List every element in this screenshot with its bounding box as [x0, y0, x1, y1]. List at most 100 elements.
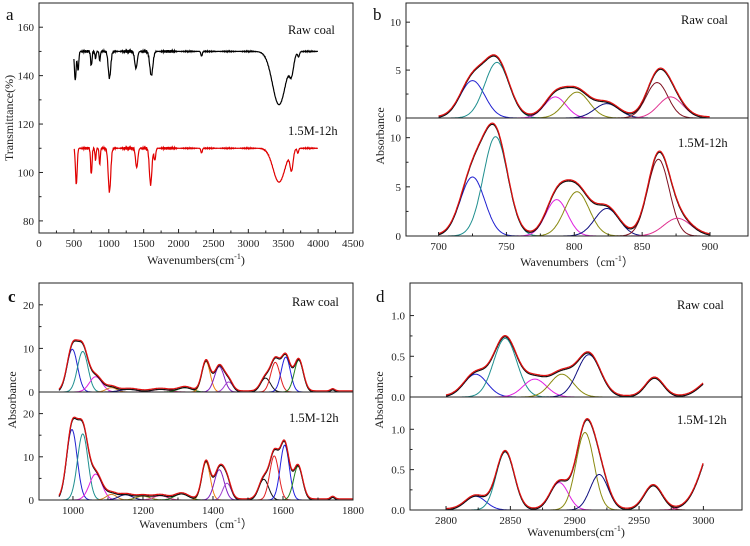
y-tick-label: 10 — [23, 452, 35, 464]
sample-label: Raw coal — [292, 295, 339, 309]
x-tick-label: 4500 — [342, 238, 365, 250]
sample-label: 1.5M-12h — [678, 136, 728, 150]
x-axis-title-superscript: -1 — [614, 524, 621, 533]
spectrum-line — [73, 144, 318, 193]
measured-spectrum-line — [438, 55, 710, 118]
fit-component-line — [438, 61, 710, 118]
fit-component-line — [59, 461, 353, 500]
x-axis-title-text: Wavenumbers（cm — [520, 255, 616, 269]
fit-component-line — [438, 217, 710, 236]
x-tick-label: 1600 — [272, 505, 295, 517]
y-tick-label: 0 — [29, 387, 35, 399]
x-tick-label: 2500 — [202, 238, 225, 250]
fit-component-line — [59, 469, 353, 500]
x-tick-label: 700 — [430, 241, 447, 253]
x-tick-label: 1500 — [133, 238, 156, 250]
y-tick-label: 140 — [18, 71, 35, 83]
fit-component-line — [59, 493, 353, 500]
plot-frame — [38, 391, 354, 501]
panel-c: 0 10 20 0 10 20 1000 1200 1400 1600 1800 Wavenumber… — [5, 282, 365, 531]
panel-letter: d — [376, 287, 385, 306]
curves — [58, 416, 353, 500]
x-axis-title-text: Wavenumbers（cm — [139, 517, 235, 531]
sample-label: 1.5M-12h — [677, 413, 727, 427]
x-tick-label: 1400 — [202, 505, 225, 517]
x-axis-title: Wavenumbers（cm-1） — [520, 254, 634, 269]
measured-spectrum-line — [438, 123, 710, 236]
x-tick-label: 850 — [634, 241, 651, 253]
y-tick-label: 0.0 — [391, 392, 405, 404]
spectrum-line — [73, 48, 318, 106]
cumulative-fit-line — [438, 54, 710, 118]
y-tick-label: 160 — [18, 22, 35, 34]
x-axis-title-text: Wavenumbers(cm — [147, 253, 235, 267]
y-tick-label: 20 — [23, 300, 35, 312]
x-tick-label: 0 — [36, 238, 42, 250]
x-tick-label: 1800 — [342, 505, 365, 517]
x-axis-title-text: Wavenumbers(cm — [527, 525, 615, 539]
x-tick-label: 2850 — [499, 515, 522, 527]
fit-component-line — [59, 376, 353, 392]
y-axis-title: Absorbance — [373, 107, 387, 164]
y-tick-label: 0.5 — [391, 351, 405, 363]
x-tick-label: 4000 — [307, 238, 330, 250]
series-label: Raw coal — [288, 23, 335, 37]
y-tick-label: 0.5 — [391, 465, 405, 477]
x-axis-title: Wavenumbers(cm-1) — [147, 252, 245, 267]
fit-component-line — [438, 191, 710, 236]
fit-component-line — [438, 96, 710, 118]
y-tick-label: 0 — [29, 495, 35, 507]
x-axis-title-suffix: ) — [621, 525, 625, 539]
fit-component-line — [446, 431, 704, 510]
x-tick-label: 500 — [66, 238, 83, 250]
y-tick-label: 80 — [23, 216, 35, 228]
x-tick-label: 3500 — [272, 238, 295, 250]
cumulative-fit-line — [445, 417, 704, 510]
x-tick-label: 800 — [566, 241, 583, 253]
fit-component-line — [58, 429, 353, 500]
y-axis-title: Transmittance(%) — [2, 75, 16, 161]
y-tick-label: 120 — [18, 119, 35, 131]
x-axis-title: Wavenumbers（cm-1） — [139, 516, 253, 531]
fit-component-line — [446, 354, 704, 397]
sample-label: Raw coal — [677, 298, 724, 312]
fit-component-line — [59, 366, 353, 392]
y-tick-label: 10 — [390, 133, 402, 145]
fit-component-line — [438, 81, 710, 118]
curves — [73, 48, 318, 193]
fit-component-line — [446, 482, 704, 510]
fit-component-line — [438, 158, 710, 236]
curves — [438, 122, 710, 236]
x-tick-label: 2800 — [435, 515, 458, 527]
fit-component-line — [58, 348, 353, 392]
curves — [445, 417, 704, 510]
x-tick-label: 750 — [498, 241, 515, 253]
x-tick-label: 1000 — [98, 238, 121, 250]
cumulative-fit-line — [438, 122, 710, 235]
fit-component-line — [446, 373, 704, 397]
panel-letter: b — [373, 5, 382, 24]
x-tick-label: 2900 — [564, 515, 587, 527]
panel-a: 80 100 120 140 160 0 500 1000 1500 2000 2500 3000 35… — [2, 2, 365, 267]
sample-label: Raw coal — [681, 13, 728, 27]
x-tick-label: 1200 — [132, 505, 155, 517]
plot-frame — [38, 2, 354, 234]
y-tick-label: 10 — [23, 343, 35, 355]
x-tick-label: 3000 — [692, 515, 715, 527]
curves — [438, 54, 710, 118]
y-tick-label: 5 — [396, 182, 402, 194]
x-axis-title: Wavenumbers(cm-1) — [527, 524, 625, 539]
cumulative-fit-line — [445, 335, 704, 396]
x-axis-title-suffix: ) — [241, 253, 245, 267]
fit-component-line — [445, 495, 704, 510]
fit-component-line — [438, 103, 710, 118]
fit-component-line — [446, 378, 704, 397]
fit-component-line — [59, 350, 353, 392]
measured-spectrum-line — [445, 419, 704, 510]
y-tick-label: 100 — [18, 167, 35, 179]
y-tick-label: 0 — [396, 113, 402, 125]
y-tick-label: 5 — [396, 65, 402, 77]
fit-component-line — [59, 444, 353, 500]
cumulative-fit-line — [58, 339, 353, 392]
sample-label: 1.5M-12h — [289, 411, 339, 425]
